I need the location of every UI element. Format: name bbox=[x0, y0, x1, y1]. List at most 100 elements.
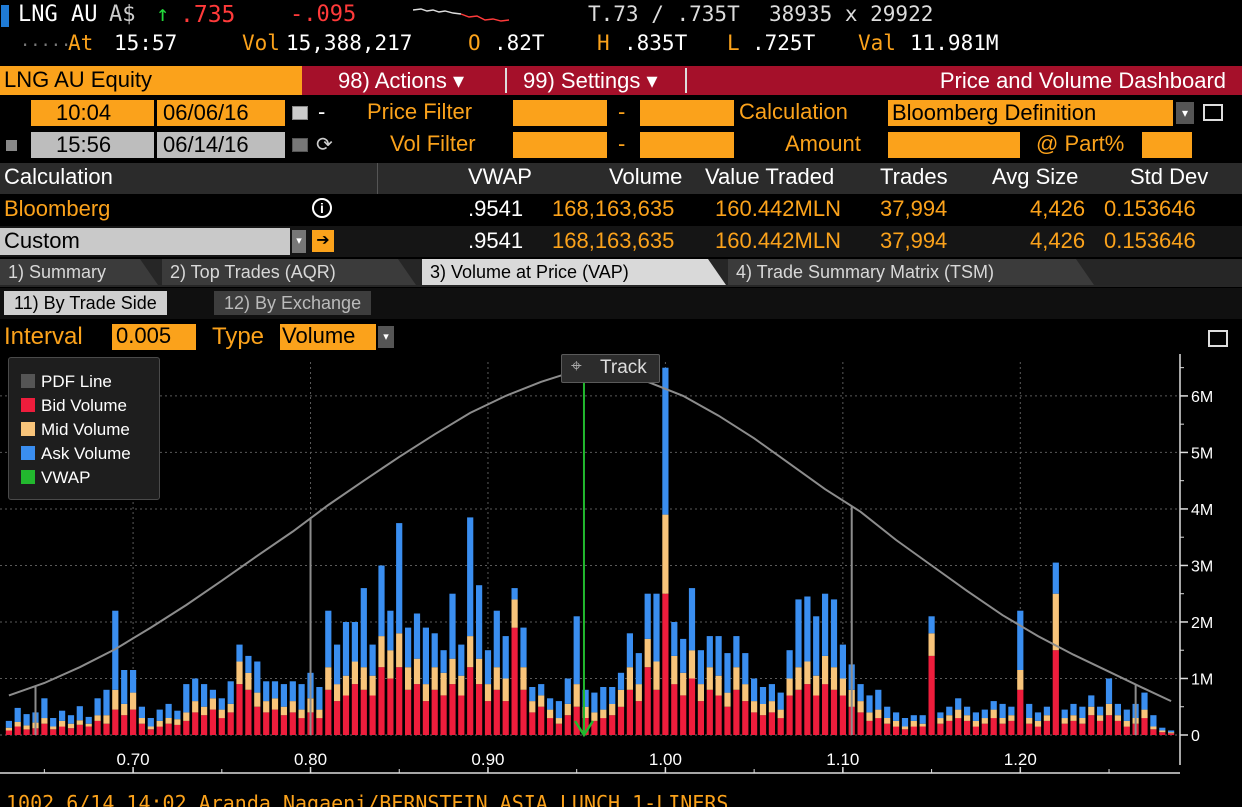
bar-mid bbox=[41, 718, 48, 724]
export-icon[interactable] bbox=[1203, 104, 1223, 121]
y-tick-label: 1M bbox=[1191, 671, 1213, 688]
bar-ask bbox=[866, 695, 873, 713]
chevron-down-icon[interactable]: ▾ bbox=[1176, 102, 1194, 124]
bar-bid bbox=[50, 729, 57, 735]
amount-label: Amount bbox=[785, 131, 861, 156]
actions-menu[interactable]: 98) Actions ▾ bbox=[338, 68, 464, 93]
bar-ask bbox=[192, 678, 199, 702]
track-button[interactable]: ⌖ Track bbox=[561, 354, 660, 383]
bar-ask bbox=[955, 698, 962, 710]
calendar-icon-end[interactable] bbox=[292, 138, 308, 152]
x-tick-label: 1.20 bbox=[1004, 750, 1037, 769]
table-row[interactable]: Custom ▾ ➔ .9541 168,163,635 160.442MLN … bbox=[0, 226, 1242, 257]
bar-bid bbox=[555, 723, 562, 735]
bar-bid bbox=[697, 701, 704, 735]
price-filter-min[interactable] bbox=[513, 100, 607, 126]
interval-field[interactable]: 0.005 bbox=[112, 323, 196, 350]
end-time-field[interactable]: 15:56 bbox=[31, 132, 154, 158]
bar-ask bbox=[59, 710, 66, 721]
bar-bid bbox=[1034, 726, 1042, 735]
bar-bid bbox=[733, 689, 740, 735]
bar-bid bbox=[600, 718, 607, 735]
vol-filter-min[interactable] bbox=[513, 132, 607, 158]
start-time-field[interactable]: 10:04 bbox=[31, 100, 154, 126]
bar-bid bbox=[1114, 720, 1121, 735]
bar-bid bbox=[94, 720, 101, 735]
bar-ask bbox=[440, 650, 447, 673]
start-time: 10:04 bbox=[56, 100, 112, 125]
bar-ask bbox=[1168, 730, 1175, 733]
bar-mid bbox=[1141, 709, 1148, 719]
bar-mid bbox=[626, 667, 633, 690]
bar-bid bbox=[777, 718, 784, 735]
end-date-field[interactable]: 06/14/16 bbox=[157, 132, 285, 158]
bar-bid bbox=[174, 724, 181, 735]
table-row[interactable]: Bloomberg i .9541 168,163,635 160.442MLN… bbox=[0, 194, 1242, 225]
settings-menu[interactable]: 99) Settings ▾ bbox=[523, 68, 658, 93]
tab-summary[interactable]: 1) Summary bbox=[0, 259, 158, 285]
apply-arrow-icon[interactable]: ➔ bbox=[312, 230, 334, 252]
bar-mid bbox=[1034, 720, 1042, 727]
vol-filter-max[interactable] bbox=[640, 132, 734, 158]
bar-bid bbox=[1061, 723, 1068, 735]
bar-bid bbox=[680, 695, 687, 735]
bar-mid bbox=[644, 638, 651, 668]
tab-trade-summary-matrix[interactable]: 4) Trade Summary Matrix (TSM) bbox=[728, 259, 1094, 285]
part-field[interactable] bbox=[1142, 132, 1192, 158]
bar-bid bbox=[1150, 729, 1157, 735]
bar-mid bbox=[1070, 715, 1077, 721]
live-checkbox[interactable] bbox=[6, 140, 17, 151]
bar-mid bbox=[85, 723, 92, 727]
row-volume: 168,163,635 bbox=[552, 228, 675, 253]
tab-top-trades[interactable]: 2) Top Trades (AQR) bbox=[162, 259, 416, 285]
bar-ask bbox=[804, 596, 811, 662]
bar-bid bbox=[271, 709, 279, 735]
bar-ask bbox=[839, 644, 846, 679]
bar-bid bbox=[254, 706, 261, 735]
subtab-bar: 11) By Trade Side 12) By Exchange bbox=[0, 288, 1242, 319]
bar-mid bbox=[937, 718, 944, 724]
bar-ask bbox=[378, 565, 385, 637]
amount-field[interactable] bbox=[888, 132, 1020, 158]
bar-mid bbox=[1159, 730, 1166, 733]
bar-mid bbox=[830, 667, 838, 690]
info-icon[interactable]: i bbox=[312, 198, 332, 218]
chevron-down-icon[interactable]: ▾ bbox=[292, 230, 306, 253]
subtab-by-exchange[interactable]: 12) By Exchange bbox=[214, 291, 372, 315]
bar-ask bbox=[325, 610, 332, 668]
bar-mid bbox=[1114, 715, 1121, 721]
col-value: Value Traded bbox=[705, 164, 835, 189]
export-icon[interactable] bbox=[1208, 330, 1228, 347]
bar-bid bbox=[112, 709, 119, 735]
bar-bid bbox=[520, 689, 527, 735]
interval-value: 0.005 bbox=[116, 323, 172, 348]
tab-volume-at-price[interactable]: 3) Volume at Price (VAP) bbox=[422, 259, 726, 285]
calculation-select[interactable]: Bloomberg Definition bbox=[888, 100, 1173, 126]
bar-bid bbox=[449, 684, 456, 735]
chevron-down-icon[interactable]: ▾ bbox=[378, 326, 394, 348]
legend-mid: Mid Volume bbox=[21, 420, 130, 440]
subtab-by-trade-side[interactable]: 11) By Trade Side bbox=[4, 291, 167, 315]
bar-bid bbox=[972, 726, 979, 735]
col-volume: Volume bbox=[609, 164, 683, 189]
legend-bid-label: Bid Volume bbox=[41, 396, 127, 415]
price-range-dash: - bbox=[618, 99, 626, 124]
news-ticker[interactable]: 1002 6/14 14:02 Aranda Nagaeni/BERNSTEIN… bbox=[0, 794, 1242, 807]
bar-bid bbox=[1070, 720, 1077, 735]
custom-select[interactable]: Custom bbox=[0, 228, 290, 255]
bar-ask bbox=[5, 720, 12, 728]
price-filter-max[interactable] bbox=[640, 100, 734, 126]
start-date-field[interactable]: 06/06/16 bbox=[157, 100, 285, 126]
volume-at-price-chart[interactable]: 0 1M 2M 3M 4M 5M 6M 0.70 0.80 0.90 1.00 1.10 1.20 bbox=[0, 352, 1242, 792]
refresh-icon[interactable]: ⟳ bbox=[316, 134, 333, 156]
bar-mid bbox=[839, 678, 846, 696]
type-select[interactable]: Volume bbox=[280, 323, 376, 350]
bar-mid bbox=[218, 709, 225, 719]
calendar-icon[interactable] bbox=[292, 106, 308, 120]
security-field[interactable]: LNG AU Equity bbox=[0, 66, 302, 95]
bar-ask bbox=[564, 678, 571, 704]
row-trades: 37,994 bbox=[880, 196, 948, 221]
bar-bid bbox=[635, 701, 642, 735]
y-tick-label: 5M bbox=[1191, 445, 1213, 462]
bar-bid bbox=[919, 726, 926, 735]
